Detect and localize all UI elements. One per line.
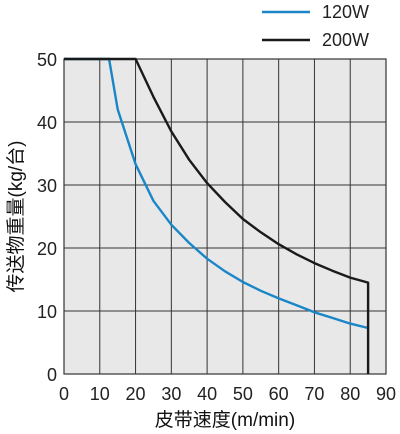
y-tick-label-50: 50 [37, 50, 57, 70]
plot-area [64, 59, 386, 374]
y-tick-label-0: 0 [47, 365, 57, 385]
series-layer [64, 57, 370, 374]
y-tick-label-30: 30 [37, 176, 57, 196]
y-tick-label-20: 20 [37, 239, 57, 259]
x-tick-label-30: 30 [161, 384, 181, 404]
legend-label-120W: 120W [322, 2, 369, 22]
x-tick-label-70: 70 [304, 384, 324, 404]
grid-x [99, 59, 351, 374]
grid-y [64, 121, 386, 312]
series-line-120W [64, 57, 369, 330]
x-tick-label-90: 90 [376, 384, 396, 404]
x-tick-label-60: 60 [269, 384, 289, 404]
y-tick-labels: 0 10 20 30 40 50 [37, 50, 57, 385]
legend: 120W 200W [262, 2, 369, 50]
legend-label-200W: 200W [322, 30, 369, 50]
x-tick-label-10: 10 [90, 384, 110, 404]
y-axis-label: 传送物重量(kg/台) [5, 140, 27, 292]
x-tick-label-40: 40 [197, 384, 217, 404]
y-tick-label-40: 40 [37, 113, 57, 133]
x-tick-label-80: 80 [340, 384, 360, 404]
plot-frame [63, 58, 387, 375]
x-axis-label: 皮带速度(m/min) [155, 409, 295, 431]
x-tick-label-0: 0 [59, 384, 69, 404]
y-tick-label-10: 10 [37, 302, 57, 322]
x-tick-label-50: 50 [233, 384, 253, 404]
x-tick-labels: 0 10 20 30 40 50 60 70 80 90 [59, 384, 396, 404]
x-tick-label-20: 20 [126, 384, 146, 404]
series-line-200W [64, 57, 370, 374]
